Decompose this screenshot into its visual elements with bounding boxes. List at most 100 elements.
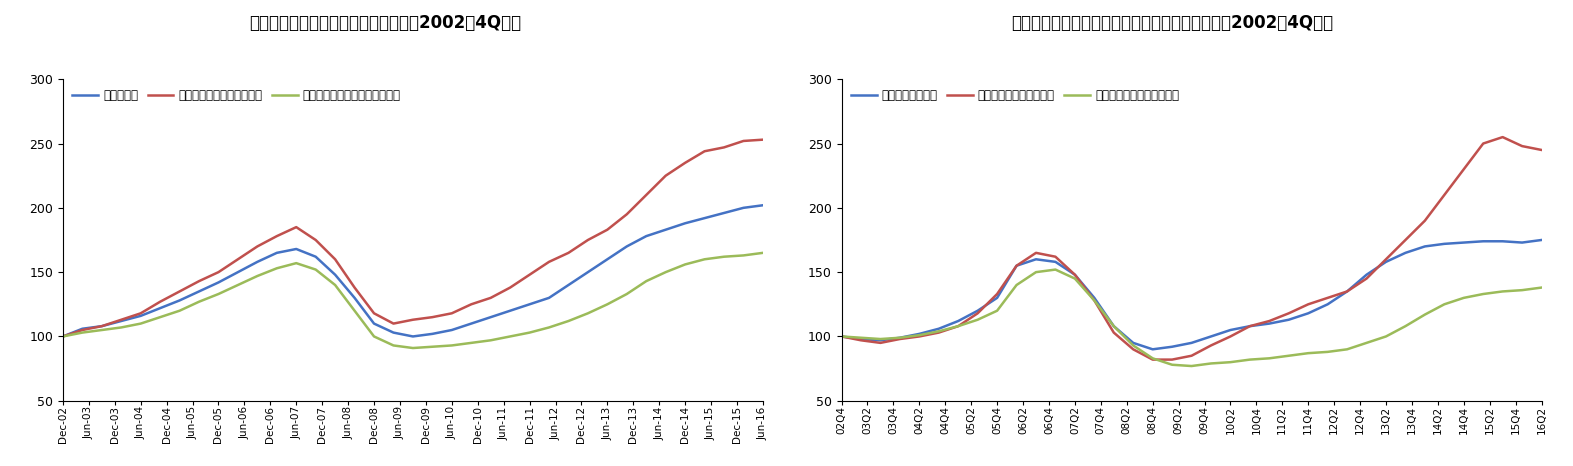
主要マーケット以外（全用途） bbox=[326, 282, 344, 288]
ロンドン中心部オフィス bbox=[1104, 330, 1123, 336]
英国商業用不動産 bbox=[1104, 323, 1123, 329]
ロンドン除く英国オフィス bbox=[1162, 362, 1181, 368]
英国商業用不動産 bbox=[1144, 347, 1162, 352]
主要マーケット（全用途） bbox=[442, 310, 461, 316]
主要マーケット（全用途） bbox=[53, 334, 72, 339]
英国商業用不動産 bbox=[930, 326, 949, 331]
英国商業用不動産 bbox=[1357, 272, 1376, 278]
主要マーケット（全用途） bbox=[540, 259, 558, 265]
全米全用途 bbox=[228, 269, 247, 275]
全米全用途 bbox=[558, 282, 577, 288]
主要マーケット（全用途） bbox=[170, 288, 189, 294]
英国商業用不動産 bbox=[1046, 259, 1065, 265]
Line: 主要マーケット（全用途）: 主要マーケット（全用途） bbox=[63, 140, 763, 336]
主要マーケット（全用途） bbox=[579, 237, 598, 243]
ロンドン中心部オフィス bbox=[1046, 254, 1065, 260]
全米全用途 bbox=[112, 318, 131, 324]
ロンドン中心部オフィス bbox=[1065, 272, 1084, 278]
ロンドン除く英国オフィス bbox=[1376, 334, 1395, 339]
ロンドン中心部オフィス bbox=[1513, 144, 1532, 149]
英国商業用不動産 bbox=[1162, 344, 1181, 350]
主要マーケット以外（全用途） bbox=[540, 325, 558, 330]
全米全用途 bbox=[481, 315, 500, 320]
主要マーケット（全用途） bbox=[151, 299, 170, 304]
主要マーケット（全用途） bbox=[637, 192, 656, 198]
全米全用途 bbox=[521, 302, 540, 307]
主要マーケット（全用途） bbox=[131, 310, 149, 316]
ロンドン中心部オフィス bbox=[1183, 353, 1202, 358]
ロンドン中心部オフィス bbox=[930, 330, 949, 336]
ロンドン中心部オフィス bbox=[1260, 318, 1279, 324]
主要マーケット（全用途） bbox=[714, 144, 733, 150]
全米全用途 bbox=[579, 269, 598, 275]
主要マーケット以外（全用途） bbox=[735, 253, 753, 258]
Line: 英国商業用不動産: 英国商業用不動産 bbox=[842, 240, 1542, 350]
英国商業用不動産 bbox=[1123, 340, 1142, 346]
ロンドン除く英国オフィス bbox=[1299, 350, 1318, 356]
英国商業用不動産 bbox=[871, 337, 890, 343]
英国商業用不動産 bbox=[890, 335, 909, 341]
主要マーケット（全用途） bbox=[521, 272, 540, 278]
主要マーケット以外（全用途） bbox=[286, 260, 305, 266]
Text: 図表３　米国商業用価格指数の推移（2002年4Q～）: 図表３ 米国商業用価格指数の推移（2002年4Q～） bbox=[250, 14, 521, 32]
英国商業用不動産 bbox=[1260, 321, 1279, 326]
ロンドン除く英国オフィス bbox=[1221, 359, 1240, 365]
主要マーケット以外（全用途） bbox=[442, 343, 461, 348]
全米全用途 bbox=[384, 330, 403, 336]
英国商業用不動産 bbox=[909, 331, 928, 336]
主要マーケット（全用途） bbox=[695, 149, 714, 154]
主要マーケット以外（全用途） bbox=[112, 325, 131, 330]
英国商業用不動産 bbox=[1241, 323, 1260, 329]
主要マーケット以外（全用途） bbox=[617, 291, 635, 297]
全米全用途 bbox=[462, 321, 481, 326]
全米全用途 bbox=[617, 244, 635, 249]
ロンドン中心部オフィス bbox=[1376, 256, 1395, 262]
全米全用途 bbox=[209, 280, 228, 285]
英国商業用不動産 bbox=[1007, 263, 1026, 268]
全米全用途 bbox=[131, 313, 149, 319]
主要マーケット以外（全用途） bbox=[53, 334, 72, 339]
主要マーケット以外（全用途） bbox=[344, 308, 363, 314]
英国商業用不動産 bbox=[949, 318, 967, 324]
主要マーケット以外（全用途） bbox=[209, 291, 228, 297]
ロンドン除く英国オフィス bbox=[1357, 340, 1376, 346]
全米全用途 bbox=[365, 321, 384, 326]
英国商業用不動産 bbox=[1337, 288, 1356, 294]
主要マーケット以外（全用途） bbox=[676, 261, 695, 267]
主要マーケット（全用途） bbox=[112, 317, 131, 322]
ロンドン除く英国オフィス bbox=[851, 335, 870, 341]
主要マーケット（全用途） bbox=[209, 269, 228, 275]
全米全用途 bbox=[249, 259, 267, 265]
ロンドン除く英国オフィス bbox=[1532, 285, 1551, 290]
ロンドン中心部オフィス bbox=[1395, 237, 1414, 243]
英国商業用不動産 bbox=[1183, 340, 1202, 346]
主要マーケット（全用途） bbox=[403, 317, 422, 322]
主要マーケット（全用途） bbox=[72, 327, 91, 333]
主要マーケット以外（全用途） bbox=[579, 310, 598, 316]
主要マーケット（全用途） bbox=[384, 321, 403, 326]
ロンドン除く英国オフィス bbox=[949, 323, 967, 329]
Line: 全米全用途: 全米全用途 bbox=[63, 205, 763, 336]
主要マーケット以外（全用途） bbox=[695, 256, 714, 262]
ロンドン除く英国オフィス bbox=[930, 329, 949, 334]
ロンドン除く英国オフィス bbox=[1027, 269, 1046, 275]
ロンドン除く英国オフィス bbox=[1395, 323, 1414, 329]
Legend: 全米全用途, 主要マーケット（全用途）, 主要マーケット以外（全用途）: 全米全用途, 主要マーケット（全用途）, 主要マーケット以外（全用途） bbox=[69, 85, 404, 105]
ロンドン除く英国オフィス bbox=[1416, 312, 1435, 317]
全米全用途 bbox=[500, 308, 519, 314]
主要マーケット（全用途） bbox=[481, 295, 500, 301]
主要マーケット以外（全用途） bbox=[656, 269, 675, 275]
ロンドン中心部オフィス bbox=[871, 340, 890, 346]
ロンドン除く英国オフィス bbox=[1007, 282, 1026, 288]
英国商業用不動産 bbox=[1395, 250, 1414, 256]
ロンドン除く英国オフィス bbox=[909, 332, 928, 338]
英国商業用不動産 bbox=[1085, 295, 1104, 301]
英国商業用不動産 bbox=[1435, 241, 1453, 247]
全米全用途 bbox=[656, 227, 675, 233]
英国商業用不動産 bbox=[1532, 237, 1551, 243]
英国商業用不動産 bbox=[1513, 240, 1532, 246]
ロンドン中心部オフィス bbox=[949, 323, 967, 329]
主要マーケット以外（全用途） bbox=[423, 344, 442, 350]
主要マーケット（全用途） bbox=[735, 138, 753, 144]
ロンドン中心部オフィス bbox=[988, 291, 1007, 297]
